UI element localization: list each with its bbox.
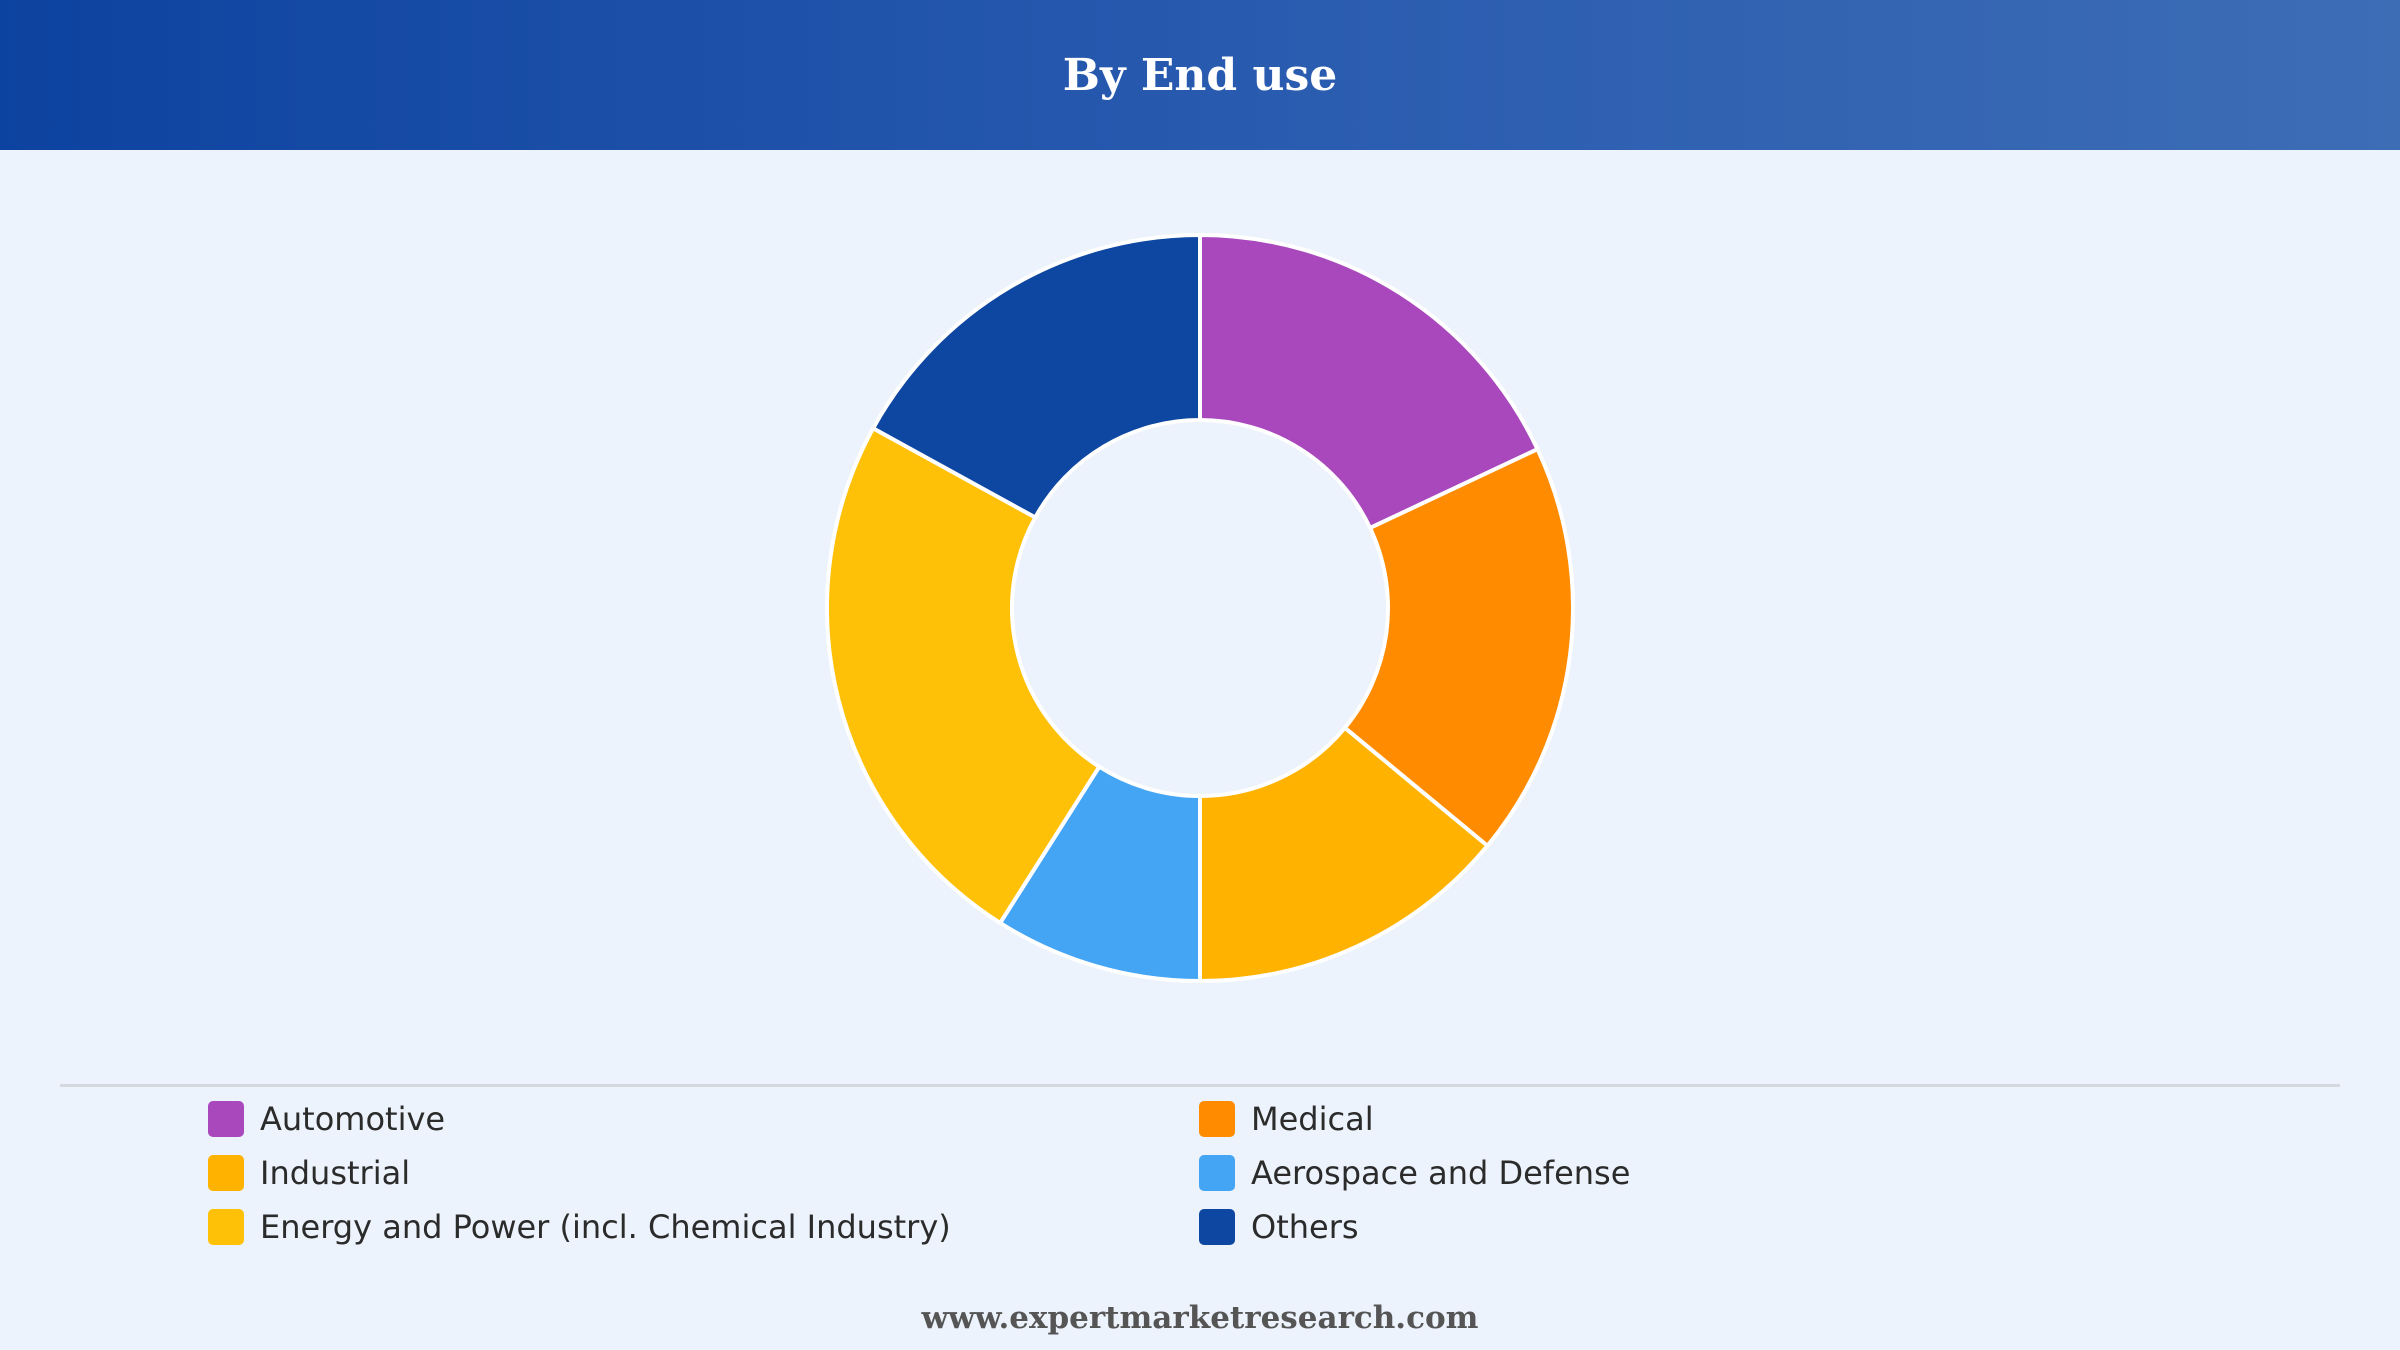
- donut-slice-medical: [1342, 447, 1575, 848]
- legend-item-industrial: Industrial: [208, 1148, 410, 1198]
- legend-label: Automotive: [260, 1100, 446, 1138]
- legend-label: Aerospace and Defense: [1251, 1154, 1631, 1192]
- legend-swatch: [1199, 1101, 1235, 1137]
- legend-swatch: [208, 1209, 244, 1245]
- donut-slice-industrial: [1198, 725, 1490, 983]
- chart-legend: Automotive Medical Industrial Aerospace …: [0, 1094, 2400, 1264]
- source-url: www.expertmarketresearch.com: [921, 1300, 1479, 1336]
- legend-swatch: [1199, 1155, 1235, 1191]
- legend-label: Medical: [1251, 1100, 1374, 1138]
- donut-slice-energy-and-power-incl-chemical-industry: [825, 426, 1102, 925]
- chart-title: By End use: [1062, 49, 1338, 101]
- legend-item-medical: Medical: [1199, 1094, 1374, 1144]
- donut-chart: [825, 233, 1575, 983]
- legend-item-aerospace-and-defense: Aerospace and Defense: [1199, 1148, 1630, 1198]
- chart-header: By End use: [0, 0, 2400, 150]
- legend-swatch: [1199, 1209, 1235, 1245]
- legend-swatch: [208, 1101, 244, 1137]
- legend-item-automotive: Automotive: [208, 1094, 445, 1144]
- donut-slice-automotive: [1198, 233, 1540, 530]
- donut-slice-others: [871, 233, 1202, 520]
- legend-divider: [60, 1084, 2340, 1087]
- legend-label: Industrial: [260, 1154, 411, 1192]
- legend-item-energy-and-power: Energy and Power (incl. Chemical Industr…: [208, 1202, 951, 1252]
- chart-area: [0, 150, 2400, 1070]
- legend-swatch: [208, 1155, 244, 1191]
- legend-label: Energy and Power (incl. Chemical Industr…: [260, 1208, 951, 1246]
- legend-label: Others: [1251, 1208, 1359, 1246]
- legend-item-others: Others: [1199, 1202, 1359, 1252]
